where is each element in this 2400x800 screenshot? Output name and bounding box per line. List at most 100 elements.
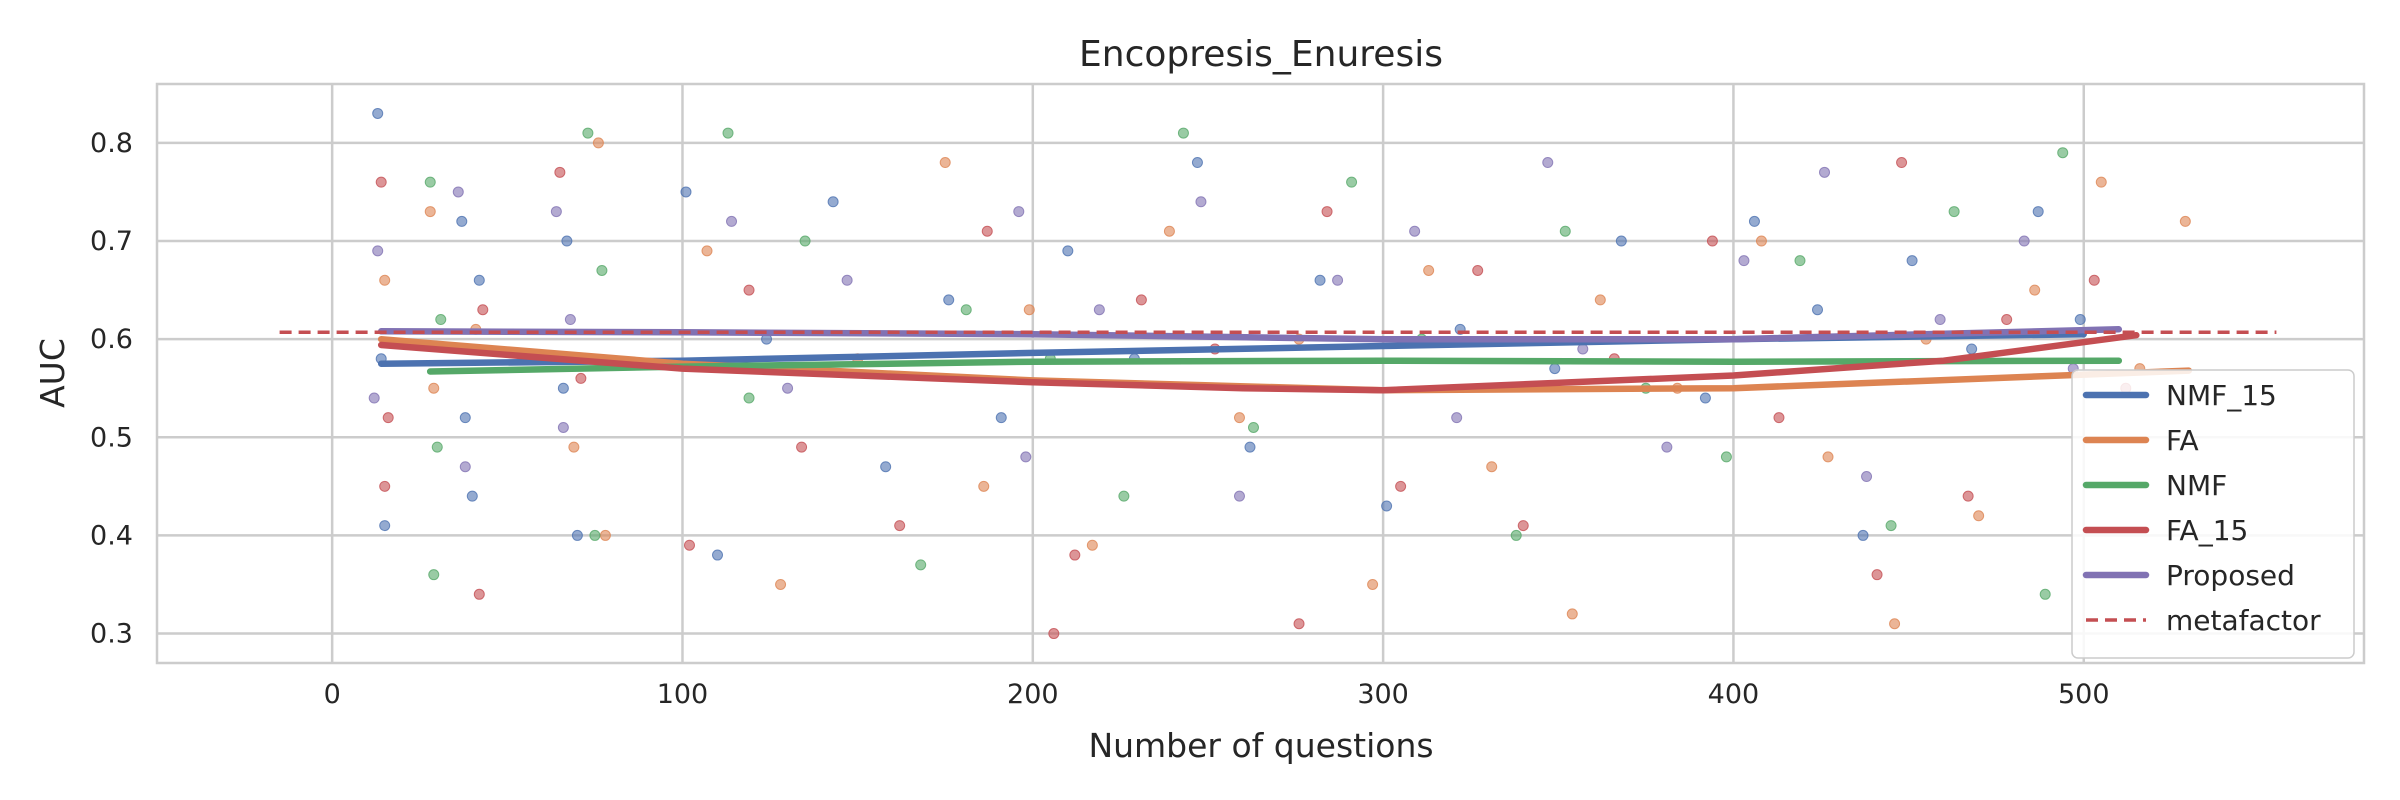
nmf-point (589, 529, 601, 541)
fa-point (379, 274, 391, 286)
nmf-15-point (466, 490, 478, 502)
nmf-15-point (1966, 343, 1978, 355)
proposed-point (1738, 255, 1750, 267)
y-axis-label: AUC (33, 338, 72, 408)
nmf-15-point (473, 274, 485, 286)
fa-point (592, 137, 604, 149)
x-axis-label: Number of questions (1088, 726, 1433, 765)
fa-15-point (379, 480, 391, 492)
proposed-point (1577, 343, 1589, 355)
proposed-point (1332, 274, 1344, 286)
nmf-15-point (1748, 215, 1760, 227)
y-tick-label: 0.7 (90, 226, 133, 257)
proposed-point (782, 382, 794, 394)
nmf-point (1559, 225, 1571, 237)
proposed-point (459, 461, 471, 473)
nmf-point (2057, 147, 2069, 159)
nmf-point (1885, 520, 1897, 532)
fa-point (1822, 451, 1834, 463)
nmf-point (799, 235, 811, 247)
fa-15-point (1896, 157, 1908, 169)
x-tick-label: 100 (657, 679, 709, 710)
fa-point (428, 382, 440, 394)
nmf-point (2039, 588, 2051, 600)
axes-layer: 0 100 200 300 400 500 0.3 0.4 0.5 0.6 0.7 0.8 (90, 128, 2109, 710)
nmf-point (424, 176, 436, 188)
nmf-15-point (1062, 245, 1074, 257)
fa-15-point (2001, 314, 2013, 326)
nmf-15-point (827, 196, 839, 208)
fa-15-point (382, 412, 394, 424)
nmf-point (722, 127, 734, 139)
proposed-point (1661, 441, 1673, 453)
proposed-point (1819, 166, 1831, 178)
fa-15-point (1871, 569, 1883, 581)
fa-point (1486, 461, 1498, 473)
fa-point (701, 245, 713, 257)
y-tick-label: 0.5 (90, 422, 133, 453)
fa-point (1889, 618, 1901, 630)
fa-point (1163, 225, 1175, 237)
nmf-15-legend-label: NMF_15 (2166, 379, 2277, 412)
fa-point (568, 441, 580, 453)
nmf-15-point (1381, 500, 1393, 512)
nmf-15-point (571, 529, 583, 541)
y-tick-label: 0.6 (90, 324, 133, 355)
x-tick-label: 200 (1007, 679, 1059, 710)
proposed-point (1020, 451, 1032, 463)
proposed-point (1861, 471, 1873, 483)
nmf-point (1720, 451, 1732, 463)
fa-15-point (743, 284, 755, 296)
fa-point (2029, 284, 2041, 296)
lines-layer (279, 326, 2277, 394)
fa-15-legend-label: FA_15 (2166, 514, 2248, 547)
fa-15-point (1962, 490, 1974, 502)
fa-point (1086, 539, 1098, 551)
nmf-15-point (1857, 529, 1869, 541)
legend: NMF_15 FA NMF FA_15 Proposed metafactor (2071, 369, 2355, 659)
fa-15-point (473, 588, 485, 600)
metafactor-legend-label: metafactor (2166, 604, 2321, 637)
fa-point (1233, 412, 1245, 424)
x-tick-label: 500 (2058, 679, 2110, 710)
nmf-15-point (379, 520, 391, 532)
proposed-point (1409, 225, 1421, 237)
fa-15-line (377, 331, 2140, 394)
nmf-15-point (459, 412, 471, 424)
fa-15-point (1135, 294, 1147, 306)
nmf-15-point (1615, 235, 1627, 247)
fa-point (1594, 294, 1606, 306)
nmf-15-point (1191, 157, 1203, 169)
proposed-point (1542, 157, 1554, 169)
nmf-point (1510, 529, 1522, 541)
y-tick-label: 0.8 (90, 128, 133, 159)
nmf-legend-label: NMF (2166, 469, 2227, 502)
nmf-15-point (561, 235, 573, 247)
fa-15-point (683, 539, 695, 551)
fa-15-point (1517, 520, 1529, 532)
nmf-15-point (1314, 274, 1326, 286)
fa-point (978, 480, 990, 492)
plot-frame (155, 82, 2366, 665)
fa-15-point (1069, 549, 1081, 561)
nmf-15-point (995, 412, 1007, 424)
nmf-point (1346, 176, 1358, 188)
fa-point (424, 206, 436, 218)
fa-point (1973, 510, 1985, 522)
nmf-point (743, 392, 755, 404)
proposed-point (452, 186, 464, 198)
fa-15-point (1773, 412, 1785, 424)
proposed-point (1934, 314, 1946, 326)
fa-15-point (375, 176, 387, 188)
nmf-point (435, 314, 447, 326)
proposed-point (1233, 490, 1245, 502)
nmf-15-point (680, 186, 692, 198)
nmf-15-point (456, 215, 468, 227)
nmf-point (1177, 127, 1189, 139)
fa-point (1423, 264, 1435, 276)
proposed-point (372, 245, 384, 257)
fa-point (775, 578, 787, 590)
fa-point (2095, 176, 2107, 188)
